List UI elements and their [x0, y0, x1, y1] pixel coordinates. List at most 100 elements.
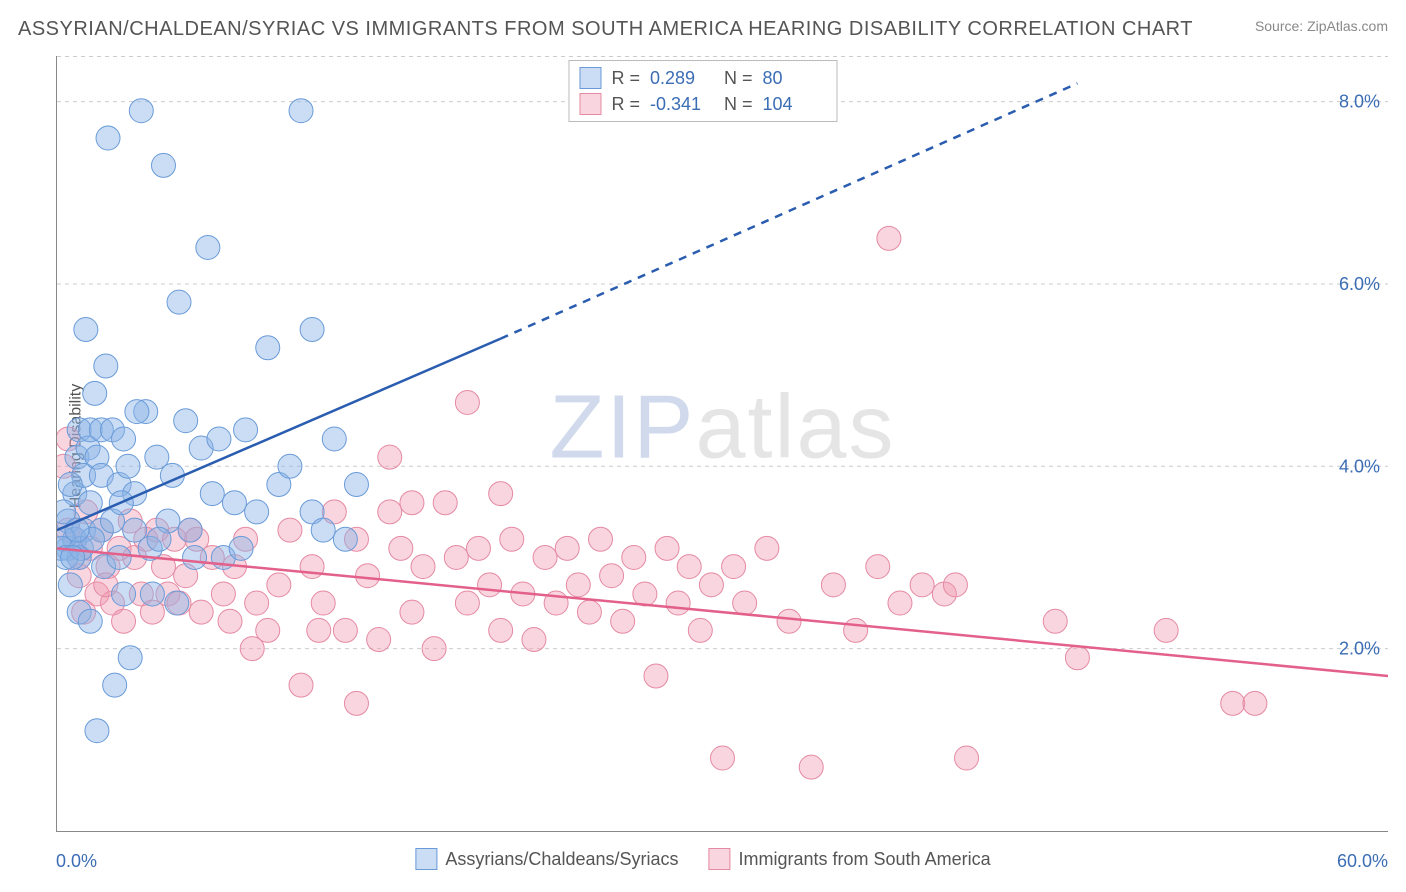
scatter-point-series2: [267, 573, 291, 597]
n-label: N =: [724, 94, 753, 115]
scatter-point-series2: [478, 573, 502, 597]
chart-title: ASSYRIAN/CHALDEAN/SYRIAC VS IMMIGRANTS F…: [18, 18, 1193, 41]
scatter-point-series1: [165, 591, 189, 615]
scatter-point-series2: [444, 545, 468, 569]
scatter-point-series1: [229, 536, 253, 560]
scatter-point-series1: [140, 582, 164, 606]
x-axis-min-label: 0.0%: [56, 851, 97, 872]
y-tick-label: 6.0%: [1339, 274, 1380, 294]
bottom-legend-item: Assyrians/Chaldeans/Syriacs: [415, 848, 678, 870]
n-label: N =: [724, 68, 753, 89]
scatter-point-series2: [943, 573, 967, 597]
scatter-point-series2: [877, 226, 901, 250]
y-tick-label: 2.0%: [1339, 639, 1380, 659]
scatter-point-series2: [555, 536, 579, 560]
scatter-point-series2: [189, 600, 213, 624]
legend-label: Assyrians/Chaldeans/Syriacs: [445, 849, 678, 870]
scatter-point-series2: [240, 637, 264, 661]
scatter-point-series2: [611, 609, 635, 633]
plot-area: ZIPatlas 2.0%4.0%6.0%8.0%: [56, 56, 1388, 832]
scatter-point-series1: [129, 99, 153, 123]
scatter-point-series2: [300, 555, 324, 579]
scatter-point-series2: [1065, 646, 1089, 670]
scatter-point-series1: [200, 482, 224, 506]
scatter-point-series1: [85, 719, 109, 743]
stats-legend-row: R =-0.341N =104: [579, 91, 826, 117]
scatter-point-series1: [58, 473, 82, 497]
bottom-legend-item: Immigrants from South America: [709, 848, 991, 870]
scatter-point-series2: [733, 591, 757, 615]
scatter-point-series2: [655, 536, 679, 560]
scatter-point-series2: [466, 536, 490, 560]
scatter-point-series1: [256, 336, 280, 360]
scatter-point-series1: [96, 126, 120, 150]
scatter-point-series1: [178, 518, 202, 542]
legend-label: Immigrants from South America: [739, 849, 991, 870]
scatter-point-series2: [888, 591, 912, 615]
scatter-point-series2: [566, 573, 590, 597]
scatter-point-series2: [311, 591, 335, 615]
scatter-point-series1: [174, 409, 198, 433]
scatter-point-series2: [389, 536, 413, 560]
scatter-point-series1: [245, 500, 269, 524]
scatter-point-series1: [112, 427, 136, 451]
scatter-point-series1: [125, 400, 149, 424]
scatter-point-series1: [151, 153, 175, 177]
scatter-point-series1: [278, 454, 302, 478]
x-axis-max-label: 60.0%: [1337, 851, 1388, 872]
scatter-point-series1: [116, 454, 140, 478]
scatter-point-series2: [622, 545, 646, 569]
r-label: R =: [611, 68, 640, 89]
scatter-point-series2: [588, 527, 612, 551]
legend-swatch: [579, 93, 601, 115]
scatter-point-series2: [489, 482, 513, 506]
r-label: R =: [611, 94, 640, 115]
scatter-point-series2: [289, 673, 313, 697]
scatter-point-series2: [433, 491, 457, 515]
scatter-point-series2: [378, 500, 402, 524]
scatter-point-series1: [107, 545, 131, 569]
scatter-point-series2: [344, 691, 368, 715]
scatter-point-series2: [400, 600, 424, 624]
scatter-point-series1: [167, 290, 191, 314]
scatter-point-series1: [183, 545, 207, 569]
scatter-point-series2: [688, 618, 712, 642]
scatter-point-series1: [78, 609, 102, 633]
scatter-point-series2: [955, 746, 979, 770]
scatter-point-series2: [112, 609, 136, 633]
scatter-point-series1: [112, 582, 136, 606]
scatter-point-series1: [94, 354, 118, 378]
scatter-point-series2: [777, 609, 801, 633]
chart-svg: 2.0%4.0%6.0%8.0%: [57, 56, 1388, 831]
scatter-point-series2: [1221, 691, 1245, 715]
scatter-point-series2: [218, 609, 242, 633]
scatter-point-series1: [58, 573, 82, 597]
scatter-point-series2: [378, 445, 402, 469]
n-value: 104: [763, 94, 827, 115]
scatter-point-series2: [644, 664, 668, 688]
scatter-point-series1: [147, 527, 171, 551]
scatter-point-series1: [103, 673, 127, 697]
legend-swatch: [415, 848, 437, 870]
scatter-point-series2: [910, 573, 934, 597]
scatter-point-series2: [1243, 691, 1267, 715]
scatter-point-series2: [711, 746, 735, 770]
scatter-point-series2: [533, 545, 557, 569]
scatter-point-series1: [344, 473, 368, 497]
scatter-point-series1: [289, 99, 313, 123]
source-attribution: Source: ZipAtlas.com: [1255, 18, 1388, 34]
scatter-point-series2: [633, 582, 657, 606]
scatter-point-series2: [489, 618, 513, 642]
scatter-point-series2: [455, 591, 479, 615]
scatter-point-series1: [300, 318, 324, 342]
scatter-point-series1: [222, 491, 246, 515]
stats-legend: R =0.289N =80R =-0.341N =104: [568, 60, 837, 122]
scatter-point-series1: [311, 518, 335, 542]
scatter-point-series1: [196, 235, 220, 259]
scatter-point-series2: [844, 618, 868, 642]
scatter-point-series2: [799, 755, 823, 779]
scatter-point-series2: [400, 491, 424, 515]
scatter-point-series2: [356, 564, 380, 588]
scatter-point-series2: [755, 536, 779, 560]
scatter-point-series1: [83, 381, 107, 405]
